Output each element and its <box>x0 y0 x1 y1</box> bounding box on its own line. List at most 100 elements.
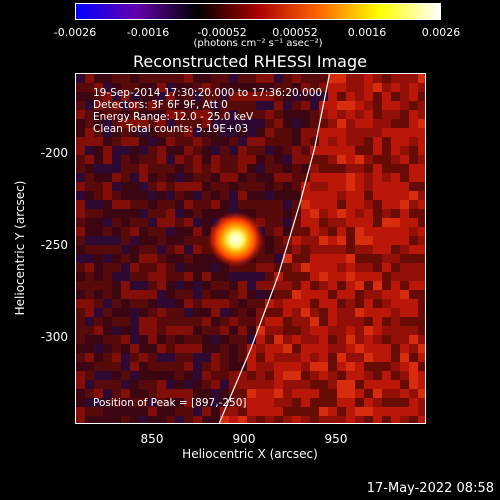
heatmap-pixel <box>418 110 425 119</box>
heatmap-pixel <box>139 380 148 389</box>
heatmap-pixel <box>76 416 85 423</box>
heatmap-pixel <box>76 263 85 272</box>
heatmap-pixel <box>274 101 283 110</box>
heatmap-pixel <box>94 290 103 299</box>
heatmap-pixel <box>301 272 310 281</box>
heatmap-pixel <box>409 263 418 272</box>
heatmap-pixel <box>166 182 175 191</box>
heatmap-pixel <box>382 263 391 272</box>
heatmap-pixel <box>310 299 319 308</box>
heatmap-pixel <box>391 137 400 146</box>
heatmap-pixel <box>148 353 157 362</box>
heatmap-pixel <box>76 245 85 254</box>
heatmap-pixel <box>400 407 409 416</box>
heatmap-pixel <box>292 380 301 389</box>
heatmap-pixel <box>373 227 382 236</box>
heatmap-pixel <box>130 101 139 110</box>
heatmap-pixel <box>382 155 391 164</box>
heatmap-pixel <box>355 245 364 254</box>
heatmap-pixel <box>157 182 166 191</box>
heatmap-pixel <box>148 335 157 344</box>
heatmap-pixel <box>121 317 130 326</box>
heatmap-pixel <box>94 389 103 398</box>
heatmap-pixel <box>391 128 400 137</box>
heatmap-pixel <box>355 74 364 83</box>
heatmap-pixel <box>373 362 382 371</box>
heatmap-pixel <box>310 245 319 254</box>
heatmap-pixel <box>157 281 166 290</box>
heatmap-pixel <box>382 254 391 263</box>
heatmap-pixel <box>85 362 94 371</box>
heatmap-pixel <box>157 416 166 423</box>
heatmap-pixel <box>130 344 139 353</box>
heatmap-pixel <box>247 191 256 200</box>
heatmap-pixel <box>355 290 364 299</box>
heatmap-pixel <box>211 317 220 326</box>
heatmap-pixel <box>193 245 202 254</box>
heatmap-pixel <box>76 182 85 191</box>
heatmap-pixel <box>400 335 409 344</box>
heatmap-pixel <box>391 254 400 263</box>
heatmap-pixel <box>328 92 337 101</box>
heatmap-pixel <box>400 200 409 209</box>
heatmap-pixel <box>166 209 175 218</box>
heatmap-pixel <box>85 128 94 137</box>
heatmap-pixel <box>157 128 166 137</box>
heatmap-pixel <box>238 164 247 173</box>
heatmap-pixel <box>148 245 157 254</box>
heatmap-pixel <box>112 389 121 398</box>
heatmap-pixel <box>94 119 103 128</box>
heatmap-pixel <box>256 344 265 353</box>
heatmap-pixel <box>310 263 319 272</box>
heatmap-pixel <box>274 146 283 155</box>
heatmap-pixel <box>220 380 229 389</box>
heatmap-pixel <box>364 146 373 155</box>
heatmap-pixel <box>382 128 391 137</box>
heatmap-pixel <box>400 209 409 218</box>
heatmap-pixel <box>256 83 265 92</box>
heatmap-pixel <box>166 101 175 110</box>
heatmap-pixel <box>364 362 373 371</box>
heatmap-pixel <box>112 335 121 344</box>
heatmap-pixel <box>364 353 373 362</box>
heatmap-pixel <box>229 344 238 353</box>
heatmap-pixel <box>319 416 328 423</box>
heatmap-pixel <box>328 272 337 281</box>
heatmap-pixel <box>139 191 148 200</box>
heatmap-pixel <box>130 335 139 344</box>
heatmap-pixel <box>247 92 256 101</box>
heatmap-pixel <box>319 389 328 398</box>
heatmap-pixel <box>301 227 310 236</box>
heatmap-pixel <box>346 407 355 416</box>
heatmap-pixel <box>220 137 229 146</box>
heatmap-pixel <box>157 344 166 353</box>
heatmap-pixel <box>301 173 310 182</box>
heatmap-pixel <box>220 371 229 380</box>
heatmap-pixel <box>175 389 184 398</box>
heatmap-pixel <box>265 344 274 353</box>
heatmap-pixel <box>76 101 85 110</box>
heatmap-pixel <box>175 74 184 83</box>
heatmap-pixel <box>166 191 175 200</box>
heatmap-pixel <box>112 227 121 236</box>
heatmap-pixel <box>193 236 202 245</box>
heatmap-pixel <box>346 344 355 353</box>
heatmap-pixel <box>166 398 175 407</box>
heatmap-pixel <box>229 299 238 308</box>
heatmap-pixel <box>265 281 274 290</box>
heatmap-pixel <box>319 173 328 182</box>
heatmap-pixel <box>112 101 121 110</box>
heatmap-pixel <box>274 254 283 263</box>
heatmap-pixel <box>85 308 94 317</box>
heatmap-pixel <box>409 290 418 299</box>
heatmap-pixel <box>112 344 121 353</box>
heatmap-pixel <box>112 407 121 416</box>
heatmap-pixel <box>382 227 391 236</box>
heatmap-pixel <box>409 245 418 254</box>
heatmap-pixel <box>382 200 391 209</box>
heatmap-pixel <box>373 281 382 290</box>
heatmap-pixel <box>229 317 238 326</box>
heatmap-pixel <box>355 137 364 146</box>
heatmap-pixel <box>391 101 400 110</box>
heatmap-pixel <box>319 137 328 146</box>
